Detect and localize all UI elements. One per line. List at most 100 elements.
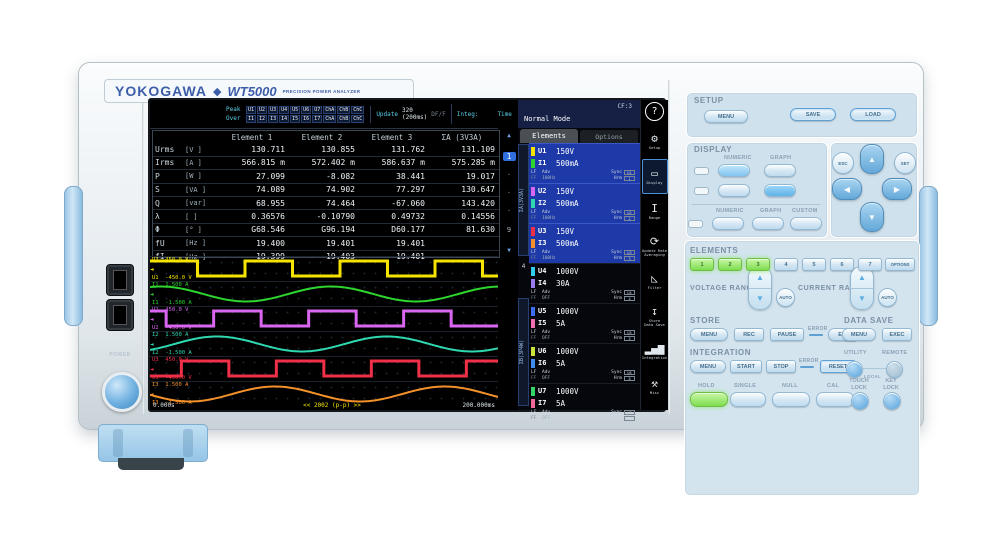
display-numeric-button-2[interactable] [718, 184, 750, 197]
element-group-4[interactable]: U4 1000V I4 30A LF FF Adv OFF Sync Hrm U4 4 [529, 263, 640, 303]
freq-value: OFF [542, 336, 551, 341]
page-current[interactable]: 1 [502, 151, 516, 161]
ff-label: FF [531, 296, 537, 301]
store-pause-button[interactable]: PAUSE [770, 328, 804, 341]
integration-stop-button[interactable]: STOP [766, 360, 796, 373]
menu-item-integration[interactable]: ▂▄▆ Integration [642, 334, 668, 369]
data-save-menu-button[interactable]: MENU [842, 328, 876, 341]
peak-over-block: Peak U1 U2 U3 U4 U5 U6 U7 ChA ChB ChC Over I1 I2 I3 I4… [226, 105, 372, 123]
current-color-bar [531, 238, 535, 248]
element-group-3[interactable]: U3 150V I3 500mA LF FF Adv 100Hz Sync Hrm U3 3 [529, 223, 640, 263]
element-button-5[interactable]: 5 [802, 258, 826, 271]
cell-value: 143.420 [461, 198, 495, 208]
voltage-auto-button[interactable]: AUTO [776, 288, 795, 307]
ff-label: FF [531, 336, 537, 341]
menu-item-filter[interactable]: ◺ Filter [642, 264, 668, 299]
current-auto-button[interactable]: AUTO [878, 288, 897, 307]
menu-item-setup[interactable]: ⚙ Setup [642, 124, 668, 159]
display-graph-button-2[interactable] [764, 184, 796, 197]
usb-port-2 [106, 299, 134, 331]
integration-menu-button[interactable]: MENU [690, 360, 726, 373]
power-button[interactable] [102, 372, 142, 412]
data-save-exec-button[interactable]: EXEC [882, 328, 912, 341]
current-channel: I2 [538, 199, 547, 207]
tab-elements[interactable]: Elements [520, 129, 578, 143]
store-menu-button[interactable]: MENU [690, 328, 728, 341]
current-range-down[interactable]: ▼ [858, 294, 866, 304]
menu-item-display[interactable]: ▭ Display [641, 159, 668, 194]
help-icon[interactable]: ? [645, 102, 664, 121]
power-label: POWER [109, 352, 131, 358]
single-button[interactable] [730, 392, 766, 407]
nav-up-button[interactable]: ▲ [860, 144, 884, 174]
element-button-7[interactable]: 7 [858, 258, 882, 271]
utility-label: UTILITY [844, 350, 867, 356]
utility-button[interactable] [846, 361, 863, 378]
brand-diamond-icon: ◆ [213, 85, 222, 98]
null-label: NULL [782, 383, 798, 389]
update-label: Update [376, 110, 398, 118]
menu-item-update-rate[interactable]: ⟳ Update Rate Averaging [642, 229, 668, 264]
peak-cell: U2 [257, 105, 268, 114]
element-button-2[interactable]: 2 [718, 258, 742, 271]
nav-left-button[interactable]: ◀ [832, 178, 862, 200]
setup-icon: ⚙ [651, 131, 658, 145]
setup-menu-button[interactable]: MENU [704, 110, 748, 123]
integration-title: INTEGRATION [690, 348, 752, 357]
esc-button[interactable]: ESC [832, 152, 854, 174]
current-range-rocker[interactable]: ▲ ▼ [850, 266, 874, 310]
menu-item-store[interactable]: ↧ Store Data Save [642, 299, 668, 334]
current-range-up[interactable]: ▲ [851, 267, 873, 289]
menu-item-range[interactable]: I Range [642, 194, 668, 229]
page-up-arrow[interactable]: ▲ [507, 132, 511, 139]
element-group-2[interactable]: U2 150V I2 500mA LF FF Adv 100Hz Sync Hrm U2 2 [529, 183, 640, 223]
element-group-5[interactable]: U5 1000V I5 5A LF FF Adv OFF Sync Hrm U5 5 [529, 303, 640, 343]
save-button[interactable]: SAVE [790, 108, 836, 121]
waveform-band-u3: U3 450.0 V U3 -450.0 V ◄ [150, 356, 498, 381]
page-selector: ▲ 1 · · · 9 ▼ [500, 130, 518, 256]
cell-value: 74.902 [326, 185, 355, 195]
voltage-range-rocker[interactable]: ▲ ▼ [748, 266, 772, 310]
nav-right-button[interactable]: ▶ [882, 178, 912, 200]
voltage-range-down[interactable]: ▼ [756, 294, 764, 304]
menu-item-misc[interactable]: ⚒ Misc [642, 369, 668, 404]
menu-items: ⚙ Setup ▭ Display I Range ⟳ Update Rate Averagi… [641, 124, 668, 404]
page-down-arrow[interactable]: ▼ [507, 246, 511, 254]
element-group-6[interactable]: U6 1000V I6 5A LF FF Adv OFF Sync Hrm U6 6 [529, 343, 640, 383]
custom-custom-button[interactable] [790, 217, 822, 230]
custom-numeric-button[interactable] [712, 217, 744, 230]
options-button[interactable]: OPTIONS [885, 258, 915, 271]
hrm-source-box: 4 [624, 296, 635, 301]
voltage-range-up[interactable]: ▲ [749, 267, 771, 289]
over-cell: I2 [257, 114, 268, 123]
set-button[interactable]: SET [894, 152, 916, 174]
touch-lock-button[interactable] [851, 392, 869, 410]
key-lock-button[interactable] [883, 392, 901, 410]
nav-down-button[interactable]: ▼ [860, 202, 884, 232]
null-button[interactable] [772, 392, 810, 407]
element-button-1[interactable]: 1 [690, 258, 714, 271]
remote-button[interactable] [886, 361, 903, 378]
numeric-label-2: NUMERIC [716, 208, 744, 214]
integration-start-button[interactable]: START [730, 360, 762, 373]
display-graph-button-1[interactable] [764, 164, 796, 177]
store-rec-button[interactable]: REC [734, 328, 764, 341]
adv-freq: Adv 100Hz [542, 210, 568, 222]
custom-graph-button[interactable] [752, 217, 784, 230]
ff-label: FF [531, 256, 537, 261]
element-group-7[interactable]: U7 1000V I7 5A LF FF Adv OFF Sync Hrm U7 7 [529, 383, 640, 423]
cell-value: 131.762 [391, 145, 425, 155]
element-button-3[interactable]: 3 [746, 258, 770, 271]
element-button-6[interactable]: 6 [830, 258, 854, 271]
voltage-color-bar [531, 186, 535, 196]
load-button[interactable]: LOAD [850, 108, 896, 121]
element-button-4[interactable]: 4 [774, 258, 798, 271]
page-last[interactable]: 9 [506, 226, 512, 235]
tab-options[interactable]: Options [580, 130, 638, 143]
voltage-row: U4 1000V [531, 265, 638, 277]
hold-button[interactable] [690, 392, 728, 407]
page-dot: · [506, 206, 512, 215]
cal-button[interactable] [816, 392, 854, 407]
display-numeric-button-1[interactable] [718, 164, 750, 177]
element-group-1[interactable]: U1 150V I1 500mA LF FF Adv 100Hz Sync Hrm U1 1 [529, 143, 640, 183]
